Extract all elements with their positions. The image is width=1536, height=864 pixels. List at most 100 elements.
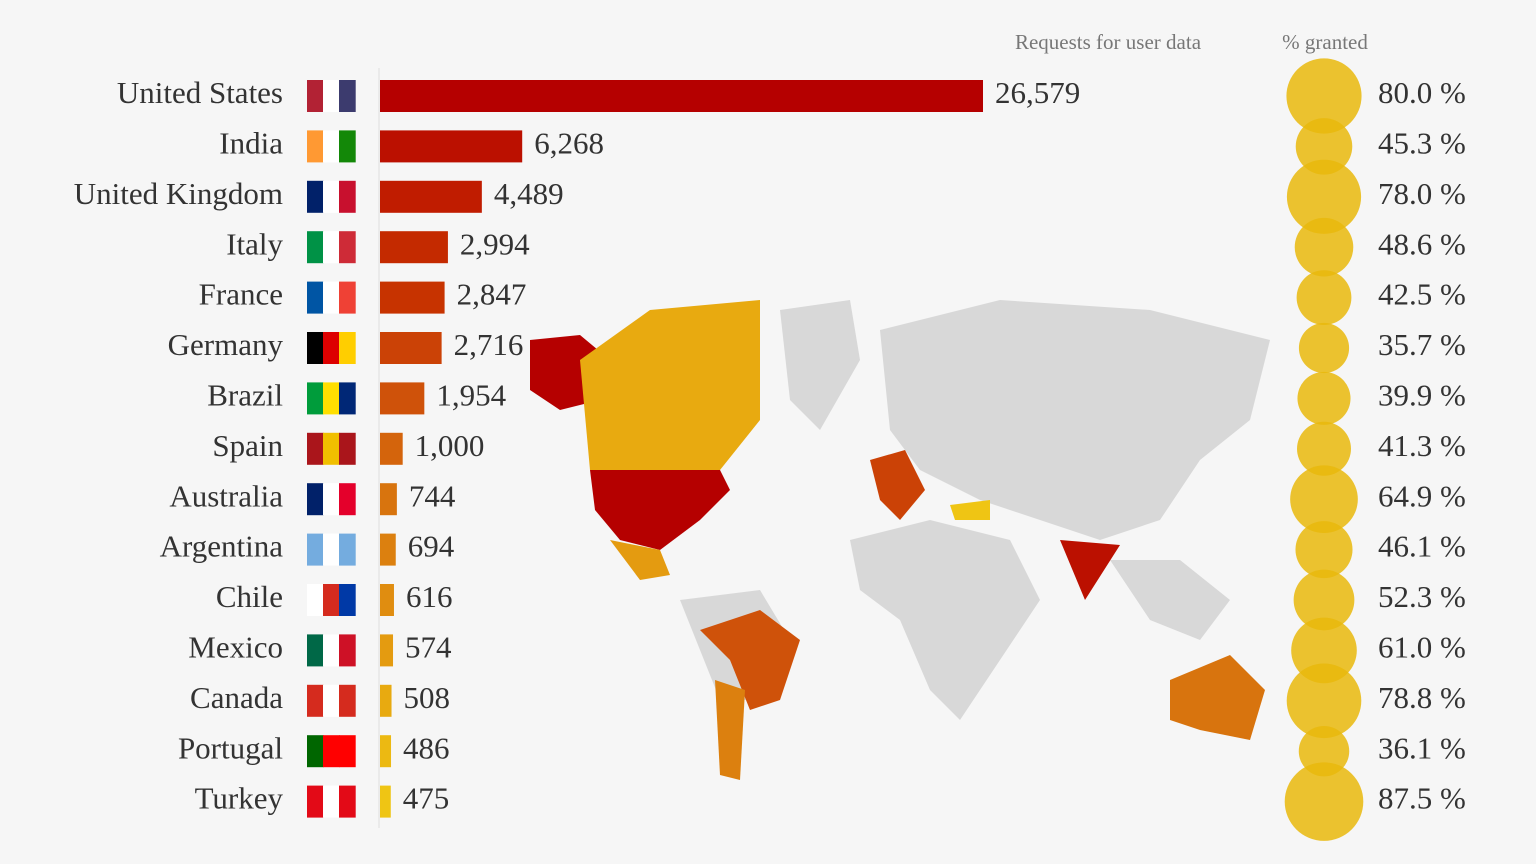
country-label: Brazil	[207, 378, 283, 413]
flag	[339, 684, 356, 717]
bar	[380, 533, 396, 566]
bubble	[1286, 663, 1362, 739]
flag	[323, 382, 340, 415]
flag	[323, 684, 340, 717]
flag	[323, 785, 340, 818]
flag	[323, 584, 340, 616]
bubble	[1286, 159, 1362, 234]
flag	[339, 332, 356, 364]
value-label: 26,579	[995, 75, 1080, 110]
flag	[307, 281, 324, 314]
flag	[307, 684, 324, 717]
bar	[380, 382, 425, 415]
value-label: 52.3 %	[1378, 579, 1466, 614]
value-label: 78.0 %	[1378, 176, 1466, 211]
bar	[380, 432, 403, 465]
value-label: 744	[409, 478, 456, 513]
country-label: Argentina	[160, 529, 284, 564]
value-label: 2,847	[457, 277, 527, 312]
flag	[307, 80, 324, 112]
bar	[380, 180, 482, 213]
flag	[307, 483, 324, 516]
bubble	[1294, 217, 1354, 277]
bubble	[1295, 521, 1353, 579]
bubble	[1297, 371, 1351, 425]
bubble	[1284, 762, 1364, 841]
flag	[307, 533, 324, 566]
flag	[323, 634, 340, 667]
value-label: 39.9 %	[1378, 378, 1466, 413]
flag	[307, 180, 324, 213]
country-label: Australia	[169, 478, 283, 513]
flag	[339, 130, 356, 163]
value-label: 78.8 %	[1378, 680, 1466, 715]
flag	[323, 80, 340, 112]
world-map	[530, 300, 1270, 780]
value-label: 35.7 %	[1378, 327, 1466, 362]
bubble	[1291, 617, 1357, 684]
bubble	[1286, 58, 1362, 134]
value-label: 45.3 %	[1378, 126, 1466, 161]
bar	[380, 684, 392, 717]
flag	[323, 735, 340, 768]
flag	[339, 432, 356, 465]
column-header: % granted	[1282, 30, 1368, 54]
flag	[323, 332, 340, 364]
bubble	[1296, 270, 1352, 325]
country-label: Chile	[216, 579, 283, 614]
flag	[323, 281, 340, 314]
value-label: 87.5 %	[1378, 781, 1466, 816]
value-label: 36.1 %	[1378, 730, 1466, 765]
country-label: France	[199, 277, 283, 312]
flag	[307, 332, 324, 364]
value-label: 508	[404, 680, 451, 715]
bubble	[1298, 725, 1350, 777]
value-label: 2,994	[460, 226, 530, 261]
flag	[307, 382, 324, 415]
value-label: 48.6 %	[1378, 226, 1466, 261]
flag	[339, 281, 356, 314]
country-label: United Kingdom	[74, 176, 283, 211]
flag	[323, 231, 340, 264]
value-label: 61.0 %	[1378, 630, 1466, 665]
column-header: Requests for user data	[1015, 30, 1202, 54]
bar	[380, 735, 392, 768]
flag	[339, 231, 356, 264]
value-label: 6,268	[534, 126, 604, 161]
flag	[323, 130, 340, 163]
country-label: Portugal	[178, 730, 283, 765]
value-label: 42.5 %	[1378, 277, 1466, 312]
bar	[380, 281, 445, 314]
value-label: 1,954	[436, 378, 506, 413]
flag	[339, 382, 356, 415]
bar	[380, 231, 448, 264]
flag	[307, 130, 324, 163]
bubble	[1298, 322, 1350, 374]
value-label: 4,489	[494, 176, 564, 211]
flag	[339, 80, 356, 112]
country-label: Germany	[168, 327, 284, 362]
flag	[307, 785, 324, 818]
flag	[339, 735, 356, 768]
country-label: Mexico	[188, 630, 283, 665]
value-label: 41.3 %	[1378, 428, 1466, 463]
value-label: 46.1 %	[1378, 529, 1466, 564]
flag	[339, 584, 356, 616]
value-label: 2,716	[454, 327, 524, 362]
bar	[380, 584, 394, 616]
value-label: 1,000	[415, 428, 485, 463]
value-label: 486	[403, 730, 450, 765]
flag	[339, 634, 356, 667]
flag	[307, 735, 324, 768]
bubble	[1297, 421, 1351, 476]
flag	[339, 533, 356, 566]
country-label: Italy	[226, 226, 283, 261]
value-label: 64.9 %	[1378, 478, 1466, 513]
value-label: 475	[403, 781, 450, 816]
value-label: 616	[406, 579, 453, 614]
bubble	[1290, 465, 1358, 534]
bubble	[1295, 118, 1353, 175]
country-label: Canada	[190, 680, 283, 715]
